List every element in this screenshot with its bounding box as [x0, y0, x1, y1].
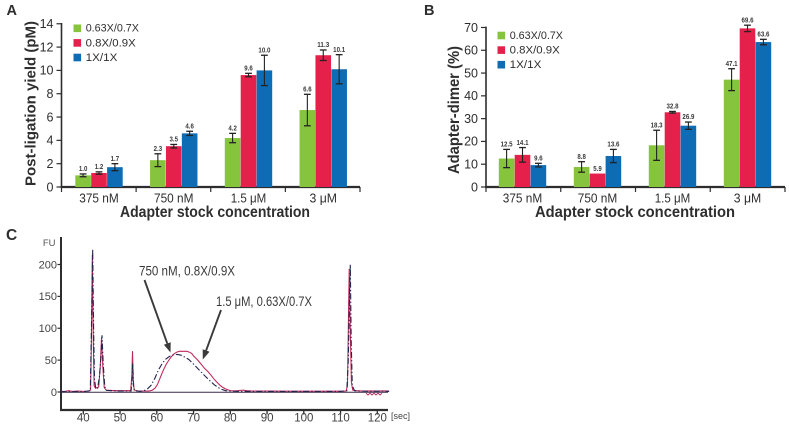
svg-text:10.1: 10.1 [333, 47, 345, 54]
svg-text:2: 2 [47, 157, 54, 171]
svg-text:3 μM: 3 μM [734, 191, 762, 206]
svg-text:11.3: 11.3 [317, 42, 329, 49]
svg-text:50: 50 [464, 66, 478, 80]
svg-text:10: 10 [464, 158, 478, 172]
svg-text:12: 12 [40, 40, 54, 54]
svg-text:6.6: 6.6 [303, 87, 312, 94]
svg-text:4.2: 4.2 [228, 126, 237, 133]
svg-text:150: 150 [39, 291, 57, 303]
svg-text:80: 80 [224, 413, 237, 425]
svg-text:A: A [7, 3, 18, 19]
svg-text:8: 8 [47, 87, 54, 101]
svg-text:9.6: 9.6 [534, 156, 543, 163]
svg-text:200: 200 [39, 259, 57, 271]
svg-text:40: 40 [77, 413, 90, 425]
svg-text:69.6: 69.6 [742, 17, 754, 24]
svg-text:[sec]: [sec] [391, 411, 410, 421]
svg-text:1.5 μM: 1.5 μM [655, 191, 691, 206]
svg-text:12.5: 12.5 [501, 142, 513, 149]
svg-text:750 nM: 750 nM [154, 191, 194, 206]
svg-text:1.7: 1.7 [111, 156, 120, 163]
svg-text:47.1: 47.1 [726, 61, 738, 68]
svg-text:60: 60 [464, 44, 478, 58]
svg-text:1.5 μM, 0.63X/0.7X: 1.5 μM, 0.63X/0.7X [216, 294, 312, 309]
svg-text:C: C [6, 227, 17, 244]
svg-text:Adapter-dimer (%): Adapter-dimer (%) [446, 46, 463, 174]
svg-text:375 nM: 375 nM [79, 191, 119, 206]
svg-text:70: 70 [187, 413, 200, 425]
svg-text:70: 70 [464, 21, 478, 35]
svg-text:10.0: 10.0 [258, 47, 270, 54]
svg-text:750 nM: 750 nM [578, 191, 618, 206]
svg-text:120: 120 [368, 413, 387, 425]
svg-text:4.6: 4.6 [185, 124, 194, 131]
svg-text:0: 0 [51, 387, 57, 399]
svg-text:5.9: 5.9 [593, 166, 602, 173]
svg-text:14: 14 [40, 17, 54, 31]
svg-text:8.8: 8.8 [577, 154, 586, 161]
svg-text:Adapter stock concentration: Adapter stock concentration [120, 204, 310, 221]
svg-text:9.6: 9.6 [244, 66, 253, 73]
svg-text:20: 20 [464, 135, 478, 149]
svg-text:60: 60 [150, 413, 163, 425]
svg-text:Adapter stock concentration: Adapter stock concentration [535, 204, 735, 221]
svg-text:1X/1X: 1X/1X [86, 52, 118, 64]
svg-text:0: 0 [471, 180, 478, 194]
svg-text:2.3: 2.3 [154, 146, 163, 153]
svg-text:110: 110 [331, 413, 349, 425]
svg-text:1.2: 1.2 [95, 164, 104, 171]
svg-text:4: 4 [47, 134, 54, 148]
svg-text:1X/1X: 1X/1X [510, 59, 542, 71]
svg-text:0.63X/0.7X: 0.63X/0.7X [86, 23, 140, 35]
svg-text:18.3: 18.3 [651, 123, 663, 130]
svg-text:13.6: 13.6 [607, 142, 619, 149]
svg-text:375 nM: 375 nM [503, 191, 543, 206]
svg-text:3 μM: 3 μM [310, 191, 338, 206]
svg-text:750 nM, 0.8X/0.9X: 750 nM, 0.8X/0.9X [139, 264, 235, 279]
svg-text:Post-ligation yield (pM): Post-ligation yield (pM) [24, 21, 40, 186]
svg-text:26.9: 26.9 [682, 114, 694, 121]
svg-text:14.1: 14.1 [517, 140, 529, 147]
svg-text:100: 100 [294, 413, 313, 425]
svg-text:40: 40 [464, 89, 478, 103]
svg-text:100: 100 [39, 323, 57, 335]
svg-text:0.8X/0.9X: 0.8X/0.9X [86, 37, 137, 49]
svg-text:32.8: 32.8 [667, 104, 679, 111]
svg-text:30: 30 [464, 112, 478, 126]
svg-text:1.0: 1.0 [79, 166, 88, 173]
svg-text:0.63X/0.7X: 0.63X/0.7X [510, 30, 564, 42]
svg-text:0: 0 [47, 180, 54, 194]
svg-text:50: 50 [45, 355, 57, 367]
svg-text:50: 50 [114, 413, 127, 425]
svg-text:90: 90 [261, 413, 274, 425]
svg-text:6: 6 [47, 110, 54, 124]
svg-text:63.6: 63.6 [757, 32, 769, 39]
svg-text:FU: FU [43, 238, 56, 249]
svg-text:10: 10 [40, 64, 54, 78]
svg-text:3.5: 3.5 [170, 137, 179, 144]
svg-text:B: B [424, 3, 434, 19]
svg-text:0.8X/0.9X: 0.8X/0.9X [510, 45, 561, 57]
svg-text:1.5 μM: 1.5 μM [231, 191, 267, 206]
